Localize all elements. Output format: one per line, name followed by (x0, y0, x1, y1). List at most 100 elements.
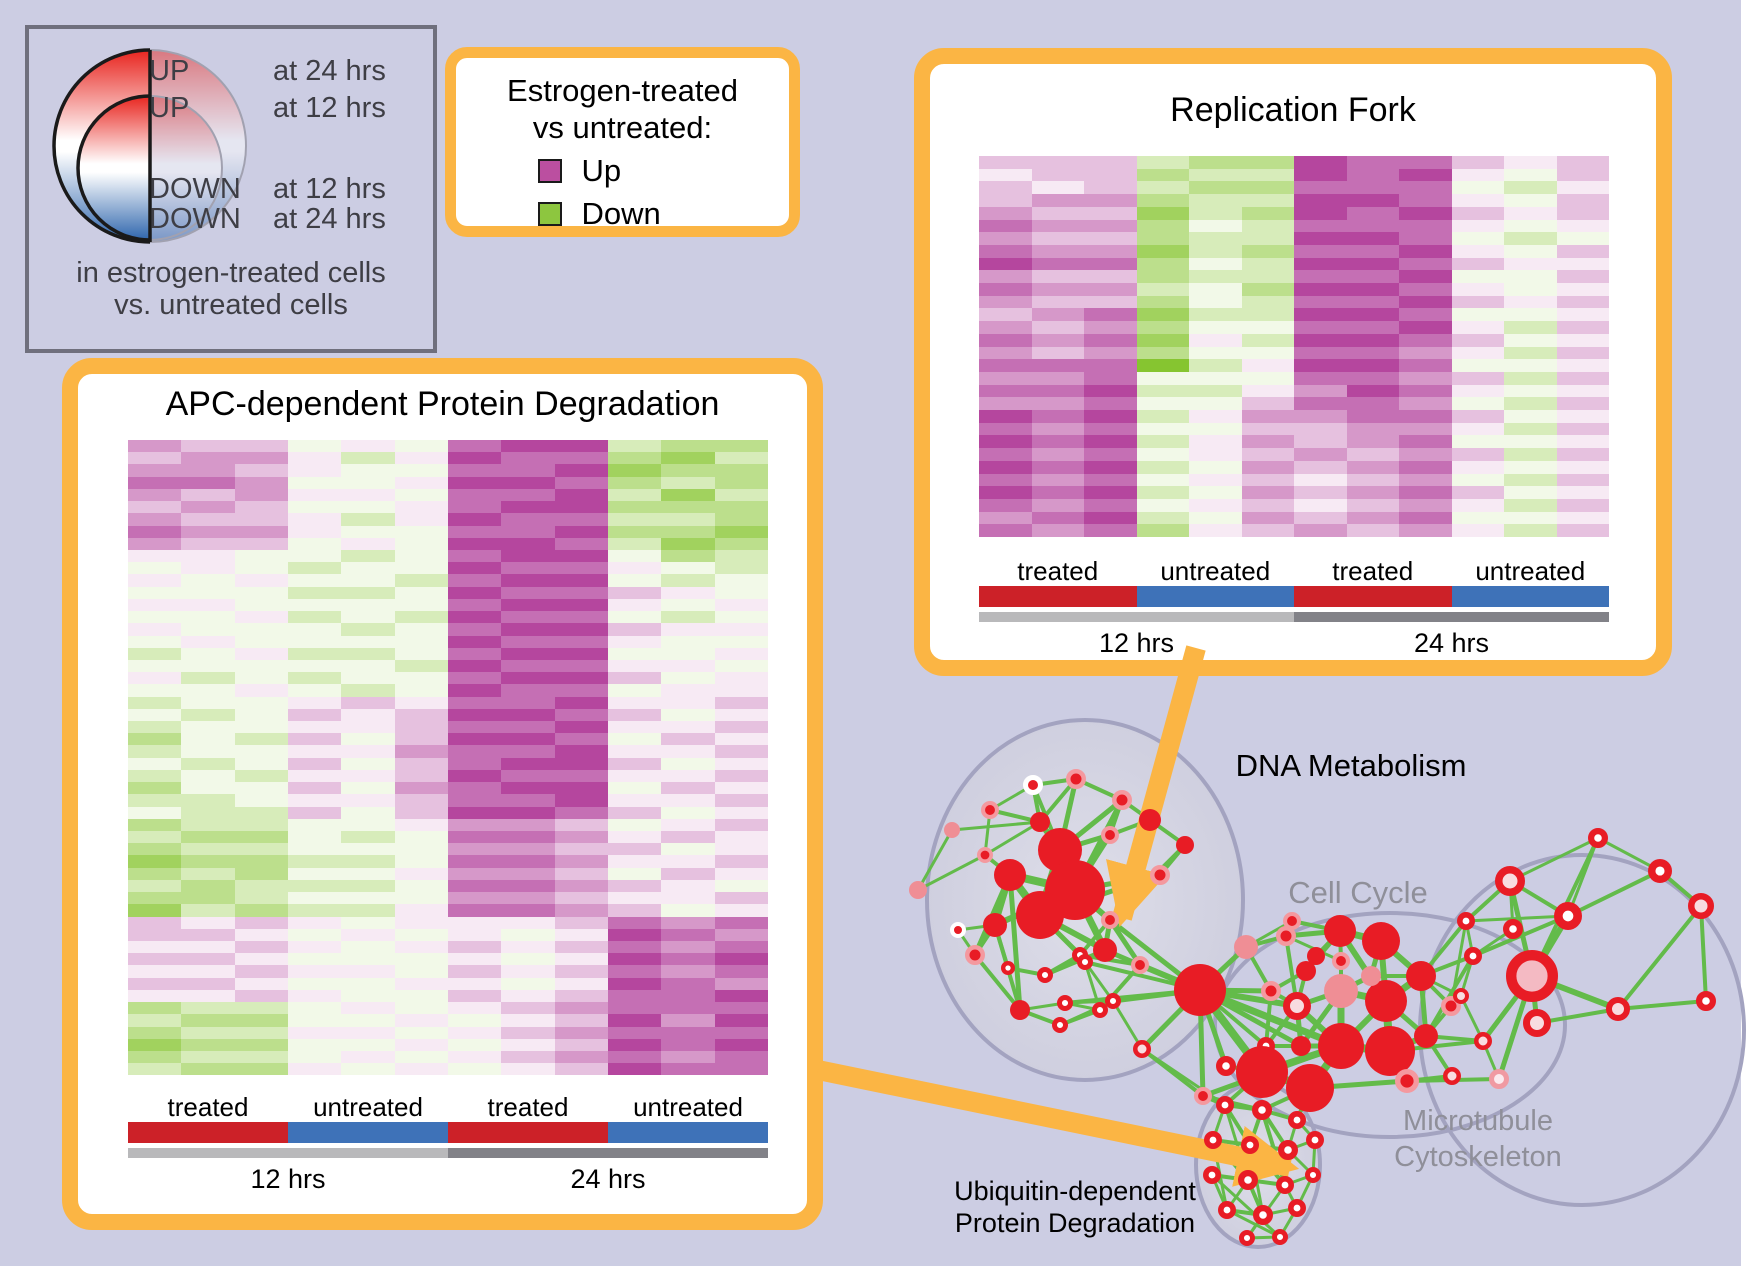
heatmap-cell (714, 574, 768, 587)
heatmap-cell (1556, 371, 1609, 385)
heatmap-cell (714, 794, 768, 807)
heatmap-cell (1399, 346, 1452, 360)
heatmap-cell (1399, 219, 1452, 233)
heatmap-cell (181, 953, 235, 966)
heatmap-cell (1399, 308, 1452, 322)
condition-label: treated (167, 1092, 249, 1122)
heatmap-row (128, 562, 768, 575)
heatmap-cell (287, 782, 342, 795)
network-node (981, 801, 1000, 820)
heatmap-cell (1189, 321, 1242, 334)
network-node (1453, 988, 1469, 1004)
heatmap-cell (394, 879, 448, 893)
heatmap-cell (554, 513, 608, 526)
network-node (1288, 1199, 1307, 1218)
network-edge (1248, 1143, 1287, 1187)
heatmap-cell (394, 696, 448, 709)
heatmap-cell (287, 1002, 342, 1015)
heatmap-cell (607, 476, 662, 489)
heatmap-cell (1556, 219, 1609, 233)
network-edge (1246, 1143, 1252, 1182)
heatmap-cell (341, 611, 395, 624)
heatmap-cell (447, 806, 502, 819)
heatmap-cell (1189, 194, 1242, 207)
heatmap-cell (341, 647, 395, 660)
heatmap-cell (341, 659, 395, 673)
heatmap-cell (501, 757, 555, 770)
heatmap-cell (447, 769, 502, 783)
heatmap-cell (1241, 422, 1294, 436)
heatmap-cell (1031, 460, 1084, 474)
heatmap-row (128, 843, 768, 856)
heatmap-cell (128, 965, 182, 978)
heatmap-cell (234, 537, 288, 550)
network-edge (1244, 919, 1294, 949)
heatmap-cell (714, 537, 768, 550)
heatmap-cell (1084, 181, 1137, 195)
heatmap-cell (287, 672, 342, 685)
condition-label: untreated (633, 1092, 743, 1122)
cluster-ellipse-cc (1213, 911, 1567, 1139)
heatmap-cell (234, 843, 288, 856)
network-edge (1211, 1138, 1229, 1212)
heatmap-cell (607, 1038, 662, 1051)
heatmap-cell (287, 549, 342, 563)
heatmap-cell (128, 1050, 182, 1064)
heatmap-cell (714, 1050, 768, 1064)
network-edge (1260, 1108, 1287, 1187)
heatmap-cell (1504, 257, 1557, 271)
heatmap-cell (181, 659, 235, 673)
heatmap-cell (128, 440, 182, 453)
network-edge (1304, 954, 1318, 973)
network-edge (973, 953, 1022, 1012)
heatmap-cell (607, 513, 662, 526)
heatmap-cell (128, 916, 182, 929)
heatmap-cell (1031, 194, 1084, 207)
network-edge (1337, 928, 1389, 1004)
network-edge (1480, 973, 1535, 1044)
network-edge (1108, 798, 1124, 837)
heatmap-cell (1556, 321, 1609, 334)
network-node (1218, 1201, 1237, 1220)
network-edge (1072, 832, 1113, 893)
heatmap-cell (181, 782, 235, 795)
network-node (1261, 981, 1281, 1001)
heatmap-cell (661, 745, 715, 758)
heatmap-cell (447, 855, 502, 868)
heatmap-cell (234, 879, 288, 893)
direction-label: DOWN (149, 173, 241, 205)
heatmap-cell (181, 635, 235, 648)
heatmap-cell (1031, 422, 1084, 436)
heatmap-cell (1451, 270, 1504, 284)
network-node (1495, 866, 1525, 896)
heatmap-cell (714, 488, 768, 502)
network-edge (1283, 928, 1343, 939)
heatmap-cell (501, 476, 555, 489)
network-node (1291, 1036, 1311, 1056)
heatmap-cell (1451, 524, 1504, 538)
network-edge (1225, 1178, 1250, 1212)
heatmap-cell (1399, 448, 1452, 461)
heatmap-cell (394, 818, 448, 831)
heatmap-cell (607, 598, 662, 612)
heatmap-cell (181, 916, 235, 929)
network-edge (1337, 1042, 1394, 1055)
heatmap-cell (1031, 359, 1084, 372)
heatmap-cell (661, 1050, 715, 1064)
heatmap-cell (1136, 397, 1189, 411)
heatmap-cell (394, 843, 448, 856)
heatmap-cell (1504, 283, 1557, 296)
network-edge (1284, 934, 1343, 963)
heatmap-cell (394, 733, 448, 746)
heatmap-cell (394, 769, 448, 783)
heatmap-cell (341, 831, 395, 844)
heatmap-cell (1031, 168, 1084, 182)
heatmap-cell (234, 733, 288, 746)
heatmap-cell (394, 855, 448, 868)
heatmap-cell (1189, 448, 1242, 461)
heatmap-cell (1031, 371, 1084, 385)
heatmap-cell (714, 476, 768, 489)
heatmap-cell (1136, 410, 1189, 423)
heatmap-cell (554, 928, 608, 941)
heatmap-cell (554, 1038, 608, 1051)
